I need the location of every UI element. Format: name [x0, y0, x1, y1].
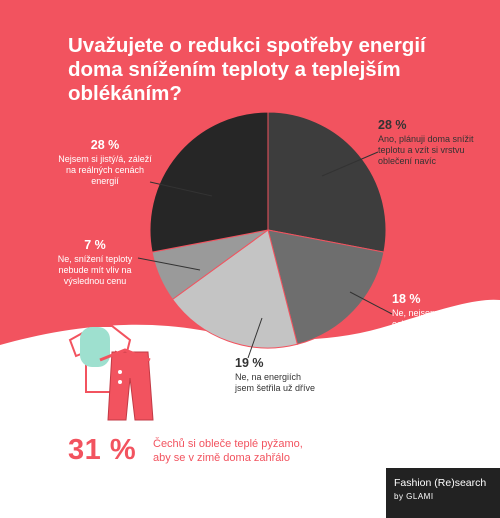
- leader-yes: [321, 151, 379, 177]
- slice-text-saved-before: Ne, na energiích jsem šetřila už dříve: [235, 372, 316, 393]
- pajama-bottom: [107, 351, 154, 421]
- slice-label-yes: 28 % Ano, plánuji doma snížit teplotu a …: [378, 118, 478, 167]
- brand-badge: Fashion (Re)search by GLAMI: [386, 468, 500, 518]
- slice-label-no-effect: 7 % Ne, snížení teploty nebude mít vliv …: [45, 238, 145, 287]
- slice-label-unsure: 28 % Nejsem si jistý/á, záleží na reálný…: [55, 138, 155, 187]
- pie-slice-unsure: [149, 111, 269, 253]
- slice-pct-no-compromise: 18 %: [392, 292, 421, 306]
- slice-pct-unsure: 28 %: [90, 138, 120, 152]
- pie-slice-yes: [267, 111, 387, 253]
- slice-text-no-compromise: Ne, nejsem ochoten/a dělat kompromisy: [392, 308, 454, 340]
- pajama-stat-value: 31 %: [68, 434, 137, 466]
- slice-pct-no-effect: 7 %: [84, 238, 106, 252]
- slice-text-no-effect: Ne, snížení teploty nebude mít vliv na v…: [57, 254, 133, 286]
- leader-saved-before: [247, 317, 263, 359]
- slice-pct-saved-before: 19 %: [235, 356, 264, 370]
- pie-chart: [149, 111, 387, 349]
- brand-name: Fashion (Re)search: [394, 477, 487, 489]
- slice-pct-yes: 28 %: [378, 118, 407, 132]
- pie-slice-no-compromise: [267, 229, 385, 345]
- slice-text-yes: Ano, plánuji doma snížit teplotu a vzít …: [378, 134, 474, 166]
- leader-no-compromise: [349, 291, 393, 315]
- pajama-stat-text: Čechů si obleče teplé pyžamo, aby se v z…: [153, 438, 303, 464]
- slice-label-no-compromise: 18 % Ne, nejsem ochoten/a dělat kompromi…: [392, 292, 470, 341]
- chart-title: Uvažujete o redukci spotřeby energií dom…: [68, 34, 426, 105]
- leader-no-effect: [137, 257, 201, 271]
- slice-label-saved-before: 19 % Ne, na energiích jsem šetřila už dř…: [235, 356, 317, 394]
- leader-unsure: [149, 181, 213, 197]
- label-leader-lines: [137, 151, 393, 359]
- slice-text-unsure: Nejsem si jistý/á, záleží na reálných ce…: [58, 154, 152, 186]
- pajamas-illustration: [68, 325, 154, 421]
- brand-sub: by GLAMI: [394, 492, 434, 501]
- pie-slice-saved-before: [171, 229, 298, 349]
